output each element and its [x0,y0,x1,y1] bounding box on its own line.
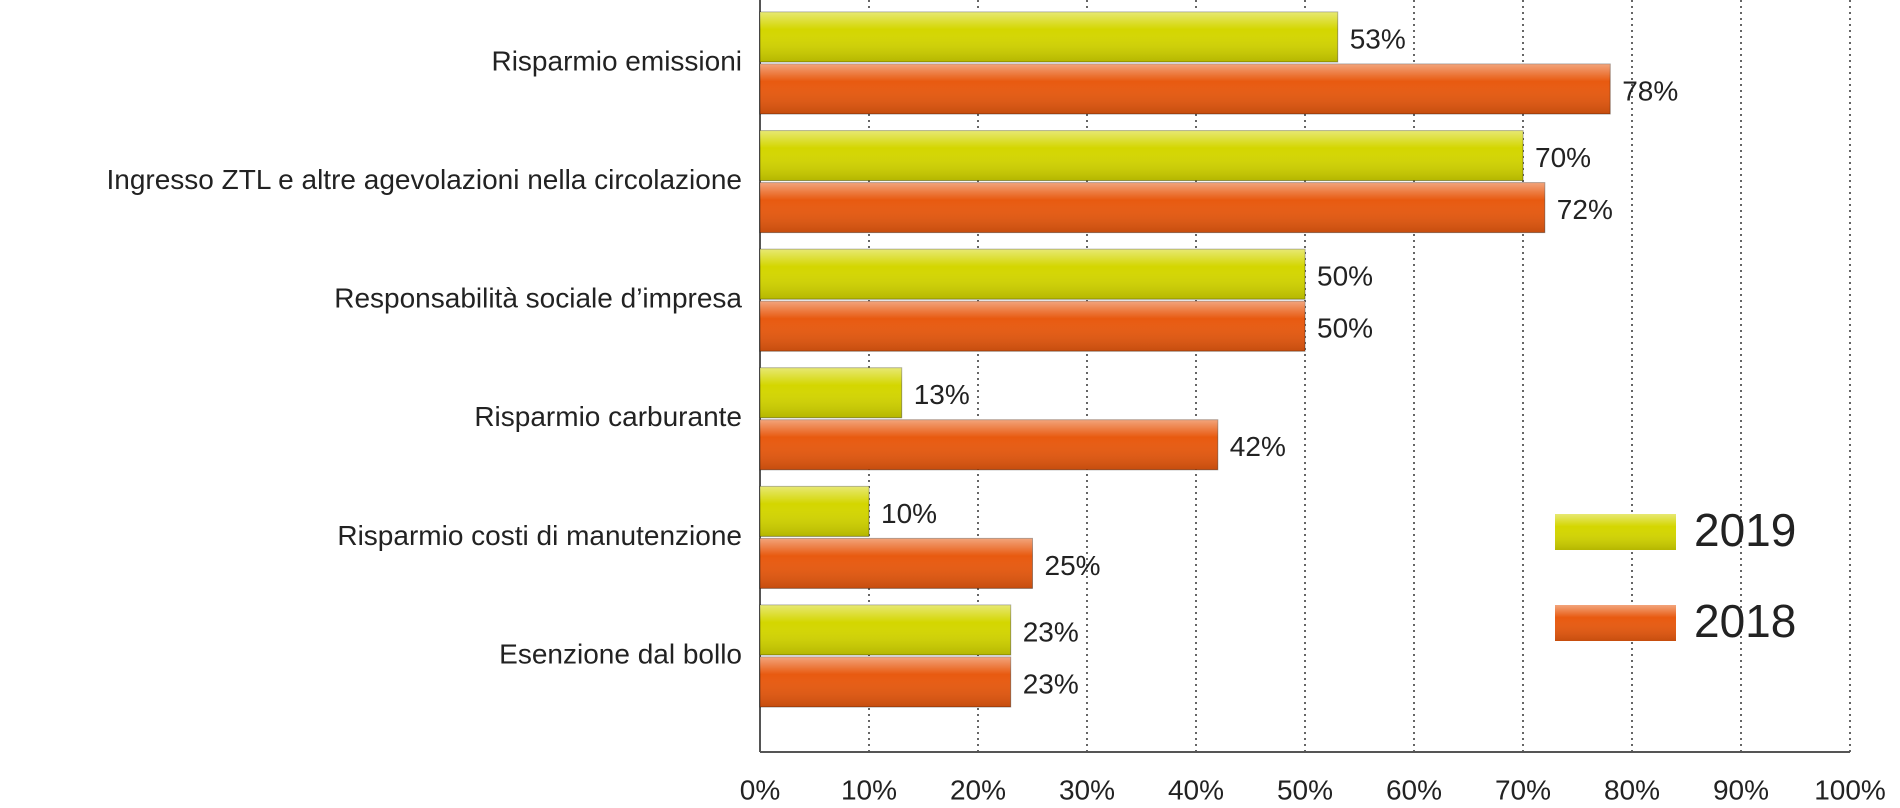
value-label: 53% [1350,23,1406,54]
value-label: 42% [1230,431,1286,462]
legend-label: 2019 [1694,504,1796,556]
value-label: 50% [1317,313,1373,344]
x-tick-label: 80% [1604,774,1660,805]
value-label: 78% [1622,75,1678,106]
value-label: 13% [914,379,970,410]
x-tick-label: 100% [1814,774,1886,805]
bar-shine [760,301,1305,352]
bar-shine [760,367,902,418]
bar-shine [760,182,1545,233]
bar-shine [760,419,1218,470]
y-tick-label: Esenzione dal bollo [499,638,742,669]
value-label: 23% [1023,668,1079,699]
y-tick-label: Risparmio emissioni [491,45,742,76]
bar-shine [760,538,1033,589]
y-tick-label: Ingresso ZTL e altre agevolazioni nella … [106,164,742,195]
y-tick-label: Responsabilità sociale d’impresa [334,283,742,314]
x-tick-label: 50% [1277,774,1333,805]
y-tick-label: Risparmio carburante [474,401,742,432]
x-tick-label: 0% [740,774,780,805]
legend-shine [1555,514,1676,550]
bar-shine [760,64,1611,114]
x-tick-label: 70% [1495,774,1551,805]
value-label: 72% [1557,194,1613,225]
bar-shine [760,657,1011,707]
bar-shine [760,249,1305,300]
value-label: 23% [1023,616,1079,647]
x-tick-label: 10% [841,774,897,805]
x-tick-label: 30% [1059,774,1115,805]
legend-label: 2018 [1694,595,1796,647]
x-tick-label: 90% [1713,774,1769,805]
legend-shine [1555,605,1676,641]
bar-shine [760,12,1338,62]
y-tick-label: Risparmio costi di manutenzione [337,520,742,551]
x-tick-label: 40% [1168,774,1224,805]
value-label: 25% [1045,550,1101,581]
bar-shine [760,486,869,537]
x-tick-label: 20% [950,774,1006,805]
value-label: 10% [881,498,937,529]
x-tick-label: 60% [1386,774,1442,805]
value-label: 50% [1317,261,1373,292]
bar-shine [760,130,1523,181]
bar-shine [760,605,1011,655]
value-label: 70% [1535,142,1591,173]
